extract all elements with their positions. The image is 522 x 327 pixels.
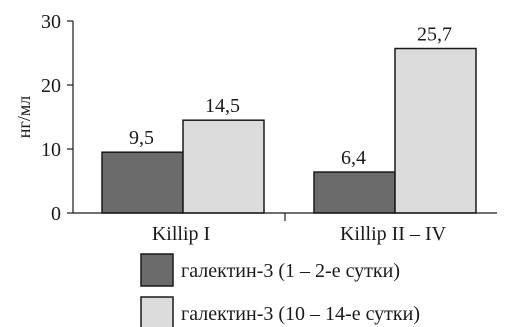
data-label: 25,7 [417,24,452,46]
x-tick-label: Killip I [152,223,210,245]
bar [394,47,477,214]
bars: 9,5 14,5 6,4 25,7 [101,24,477,214]
legend-label: галектин-3 (1 – 2-е сутки) [181,260,400,282]
legend: галектин-3 (1 – 2-е сутки) галектин-3 (10… [140,253,420,327]
legend-label: галектин-3 (10 – 14-е сутки) [181,303,420,325]
y-tick-label: 20 [41,75,61,97]
bar [313,171,396,214]
y-tick-label: 10 [41,139,61,161]
y-axis: 0 10 20 30 [41,11,74,225]
data-label: 6,4 [341,147,366,169]
y-tick-label: 30 [41,11,61,33]
legend-swatch [140,253,174,287]
data-label: 9,5 [129,127,154,149]
y-axis-label: нг/мл [14,96,34,138]
x-axis: Killip I Killip II – IV [73,212,497,245]
x-tick-label: Killip II – IV [340,223,447,245]
legend-swatch [140,296,174,327]
bar [101,151,184,214]
data-label: 14,5 [205,95,240,117]
y-tick-label: 0 [51,203,61,225]
bar [182,119,265,214]
